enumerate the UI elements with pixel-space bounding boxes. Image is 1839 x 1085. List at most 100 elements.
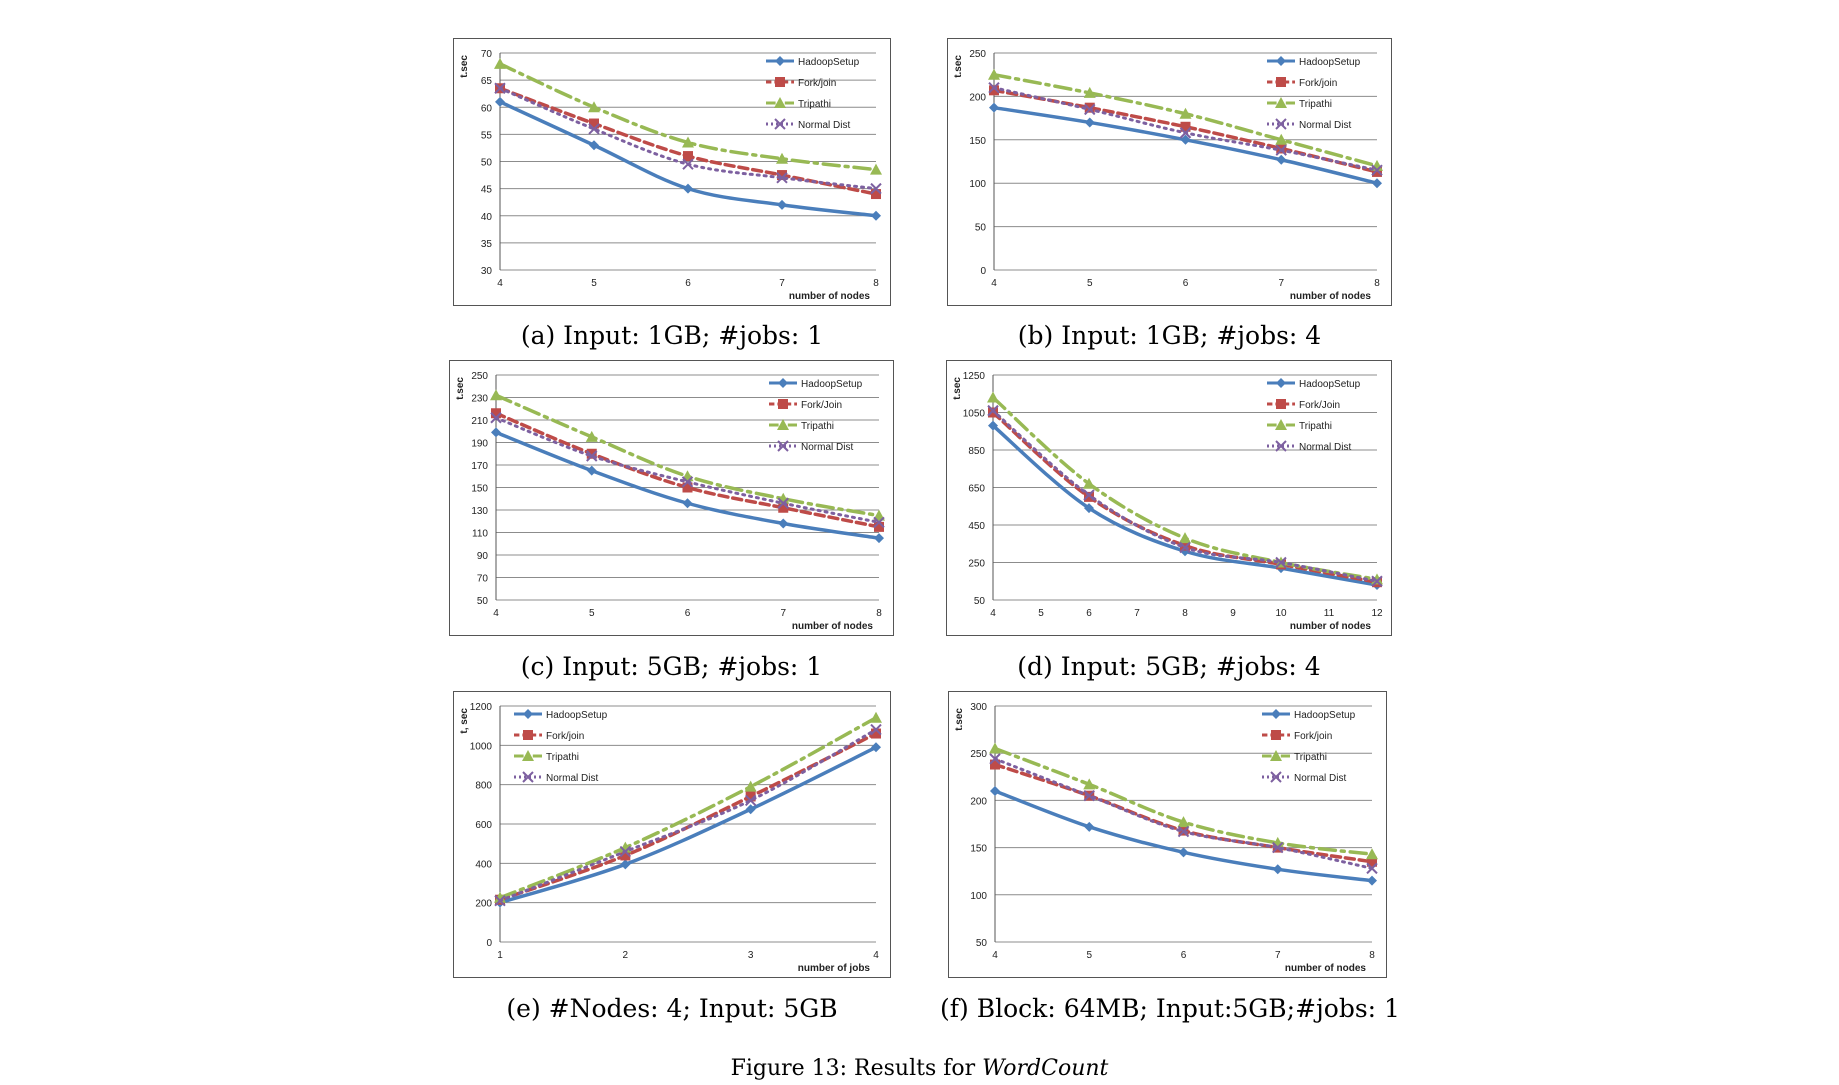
data-point xyxy=(494,57,506,69)
x-tick-label: 2 xyxy=(623,950,629,961)
data-point xyxy=(1272,841,1284,854)
y-tick-label: 60 xyxy=(481,103,493,114)
legend-marker xyxy=(774,97,786,108)
data-point xyxy=(682,136,694,148)
data-point xyxy=(1179,541,1191,554)
data-point xyxy=(1272,864,1283,875)
data-point xyxy=(873,509,885,521)
series-line-1 xyxy=(991,410,1379,584)
y-tick-label: 250 xyxy=(970,749,987,760)
data-point xyxy=(588,123,600,135)
legend-marker xyxy=(1271,709,1281,719)
y-tick-label: 50 xyxy=(974,596,986,607)
data-point xyxy=(1372,166,1382,177)
data-point xyxy=(682,482,693,493)
legend-label: HadoopSetup xyxy=(546,710,608,721)
x-axis-label: number of nodes xyxy=(1290,291,1372,302)
series-line-2 xyxy=(498,716,878,900)
data-point xyxy=(988,68,1000,80)
series-line-2 xyxy=(991,395,1379,582)
data-point xyxy=(1179,127,1192,139)
data-point xyxy=(1371,575,1383,587)
data-point xyxy=(989,742,1001,754)
data-point xyxy=(585,430,598,442)
legend-label: Fork/join xyxy=(546,731,584,742)
legend-marker xyxy=(1275,97,1287,108)
y-tick-label: 150 xyxy=(471,484,488,495)
data-point xyxy=(1367,856,1377,867)
data-point xyxy=(1371,164,1383,176)
data-point xyxy=(1180,134,1191,145)
data-point xyxy=(1179,532,1191,544)
y-tick-label: 800 xyxy=(475,781,492,792)
x-tick-label: 4 xyxy=(493,608,499,619)
data-point xyxy=(874,521,884,532)
x-tick-label: 7 xyxy=(1278,278,1284,289)
x-tick-label: 12 xyxy=(1371,608,1383,619)
y-tick-label: 65 xyxy=(481,76,493,87)
legend-label: HadoopSetup xyxy=(798,57,860,68)
caption-a: (a) Input: 1GB; #jobs: 1 xyxy=(520,321,824,350)
x-tick-label: 8 xyxy=(873,278,879,289)
y-tick-label: 40 xyxy=(481,212,493,223)
y-tick-label: 0 xyxy=(980,266,986,277)
y-axis-label: t, sec xyxy=(459,708,470,734)
data-point xyxy=(745,791,756,802)
data-point xyxy=(870,163,882,175)
legend-marker xyxy=(1276,378,1286,388)
legend-label: Tripathi xyxy=(546,752,579,763)
y-tick-label: 200 xyxy=(969,92,986,103)
x-tick-label: 5 xyxy=(1087,278,1093,289)
data-point xyxy=(871,189,881,200)
y-tick-label: 170 xyxy=(471,461,488,472)
legend-marker xyxy=(523,730,533,740)
x-tick-label: 7 xyxy=(780,608,786,619)
y-tick-label: 50 xyxy=(481,158,493,169)
x-axis-label: number of nodes xyxy=(789,291,871,302)
chart-panel-a: 30 35 40 45 50 55 60 65 70 4 5 6 7 8 number of nodes t.… xyxy=(453,38,891,306)
legend-label: Tripathi xyxy=(798,99,831,110)
y-tick-label: 50 xyxy=(975,223,987,234)
data-point xyxy=(682,498,693,509)
y-tick-label: 1000 xyxy=(470,741,493,752)
data-point xyxy=(1367,875,1377,886)
y-tick-label: 150 xyxy=(970,844,987,855)
legend-label: Normal Dist xyxy=(1299,120,1351,131)
legend-marker xyxy=(1275,440,1287,452)
data-point xyxy=(745,804,756,815)
data-point xyxy=(989,753,1001,765)
legend-marker xyxy=(523,709,533,719)
data-point xyxy=(620,850,631,861)
data-point xyxy=(1276,154,1287,165)
x-tick-label: 4 xyxy=(497,278,503,289)
data-point xyxy=(873,516,885,529)
x-tick-label: 6 xyxy=(685,608,691,619)
data-point xyxy=(1372,178,1382,189)
series-line-0 xyxy=(498,745,878,905)
data-point xyxy=(1084,102,1095,113)
series-line-2 xyxy=(993,746,1374,856)
data-point xyxy=(1275,556,1287,569)
legend-label: HadoopSetup xyxy=(1299,379,1361,390)
legend-marker xyxy=(1270,750,1282,761)
y-axis-label: t.sec xyxy=(459,55,470,78)
data-point xyxy=(744,780,757,792)
data-point xyxy=(490,389,502,401)
legend-label: HadoopSetup xyxy=(1294,710,1356,721)
legend-marker xyxy=(1271,730,1281,740)
data-point xyxy=(870,723,882,736)
x-axis-label: number of nodes xyxy=(1285,963,1367,974)
legend-label: Normal Dist xyxy=(1299,442,1351,453)
data-point xyxy=(494,894,506,907)
y-tick-label: 100 xyxy=(970,891,987,902)
legend-label: Normal Dist xyxy=(798,120,850,131)
data-point xyxy=(1275,133,1288,145)
y-tick-label: 70 xyxy=(481,49,493,60)
y-tick-label: 0 xyxy=(486,938,492,949)
data-point xyxy=(586,450,598,462)
legend-marker xyxy=(774,118,786,130)
x-tick-label: 3 xyxy=(748,950,754,961)
y-tick-label: 110 xyxy=(472,529,488,540)
x-axis-label: number of nodes xyxy=(792,621,874,632)
